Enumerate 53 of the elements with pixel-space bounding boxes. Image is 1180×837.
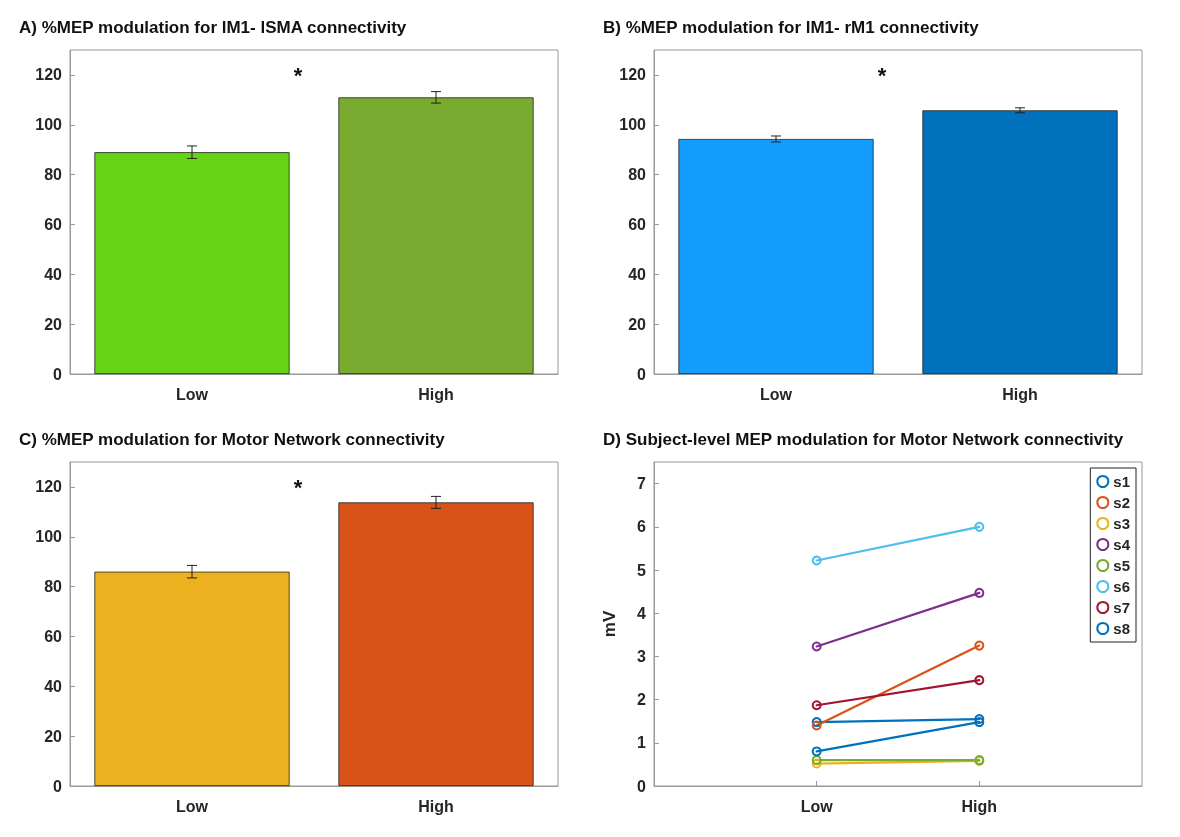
y-tick-label: 7 bbox=[637, 475, 647, 493]
legend-label: s5 bbox=[1113, 557, 1130, 574]
y-tick-label: 80 bbox=[44, 166, 63, 184]
y-tick-label: 40 bbox=[628, 265, 647, 283]
annotation: * bbox=[293, 474, 303, 500]
x-tick-label: High bbox=[961, 797, 998, 815]
y-tick-label: 1 bbox=[637, 734, 647, 752]
y-tick-label: 80 bbox=[628, 166, 647, 184]
x-tick-label: High bbox=[418, 385, 454, 403]
x-tick-label: Low bbox=[800, 797, 834, 815]
y-tick-label: 20 bbox=[44, 315, 63, 333]
y-tick-label: 120 bbox=[619, 66, 647, 84]
y-tick-label: 6 bbox=[637, 518, 647, 536]
legend-label: s4 bbox=[1113, 536, 1131, 553]
legend-label: s2 bbox=[1113, 494, 1130, 511]
y-tick-label: 120 bbox=[35, 478, 63, 496]
annotation: * bbox=[877, 62, 887, 88]
x-tick-label: High bbox=[1002, 385, 1038, 403]
x-tick-label: Low bbox=[176, 797, 209, 815]
y-tick-label: 100 bbox=[35, 528, 63, 546]
x-tick-label: High bbox=[418, 797, 454, 815]
y-tick-label: 0 bbox=[637, 777, 647, 795]
legend-label: s3 bbox=[1113, 515, 1130, 532]
y-tick-label: 40 bbox=[44, 265, 63, 283]
y-tick-label: 60 bbox=[44, 215, 63, 233]
y-tick-label: 0 bbox=[637, 365, 647, 383]
y-tick-label: 100 bbox=[35, 116, 63, 134]
chart-title: A) %MEP modulation for lM1- lSMA connectivity bbox=[19, 18, 407, 37]
legend-label: s8 bbox=[1113, 620, 1130, 637]
y-tick-label: 20 bbox=[628, 315, 647, 333]
y-tick-label: 40 bbox=[44, 677, 63, 695]
y-tick-label: 60 bbox=[628, 215, 647, 233]
chart-title: C) %MEP modulation for Motor Network connectivity bbox=[19, 430, 446, 449]
y-tick-label: 0 bbox=[53, 777, 63, 795]
y-tick-label: 2 bbox=[637, 691, 647, 709]
y-tick-label: 4 bbox=[637, 604, 647, 622]
legend-label: s7 bbox=[1113, 599, 1130, 616]
annotation: * bbox=[293, 62, 303, 88]
y-tick-label: 5 bbox=[637, 561, 647, 579]
legend-label: s6 bbox=[1113, 578, 1130, 595]
y-tick-label: 3 bbox=[637, 647, 647, 665]
chart-title: B) %MEP modulation for lM1- rM1 connectivity bbox=[603, 18, 980, 37]
y-axis-title: mV bbox=[600, 610, 619, 638]
legend-label: s1 bbox=[1113, 473, 1130, 490]
y-tick-label: 100 bbox=[619, 116, 647, 134]
chart-title: D) Subject-level MEP modulation for Motor Network connectivity bbox=[603, 430, 1124, 449]
y-tick-label: 20 bbox=[44, 727, 63, 745]
y-tick-label: 60 bbox=[44, 627, 63, 645]
x-tick-label: Low bbox=[176, 385, 209, 403]
x-tick-label: Low bbox=[760, 385, 793, 403]
y-tick-label: 120 bbox=[35, 66, 63, 84]
y-tick-label: 0 bbox=[53, 365, 63, 383]
y-tick-label: 80 bbox=[44, 578, 63, 596]
